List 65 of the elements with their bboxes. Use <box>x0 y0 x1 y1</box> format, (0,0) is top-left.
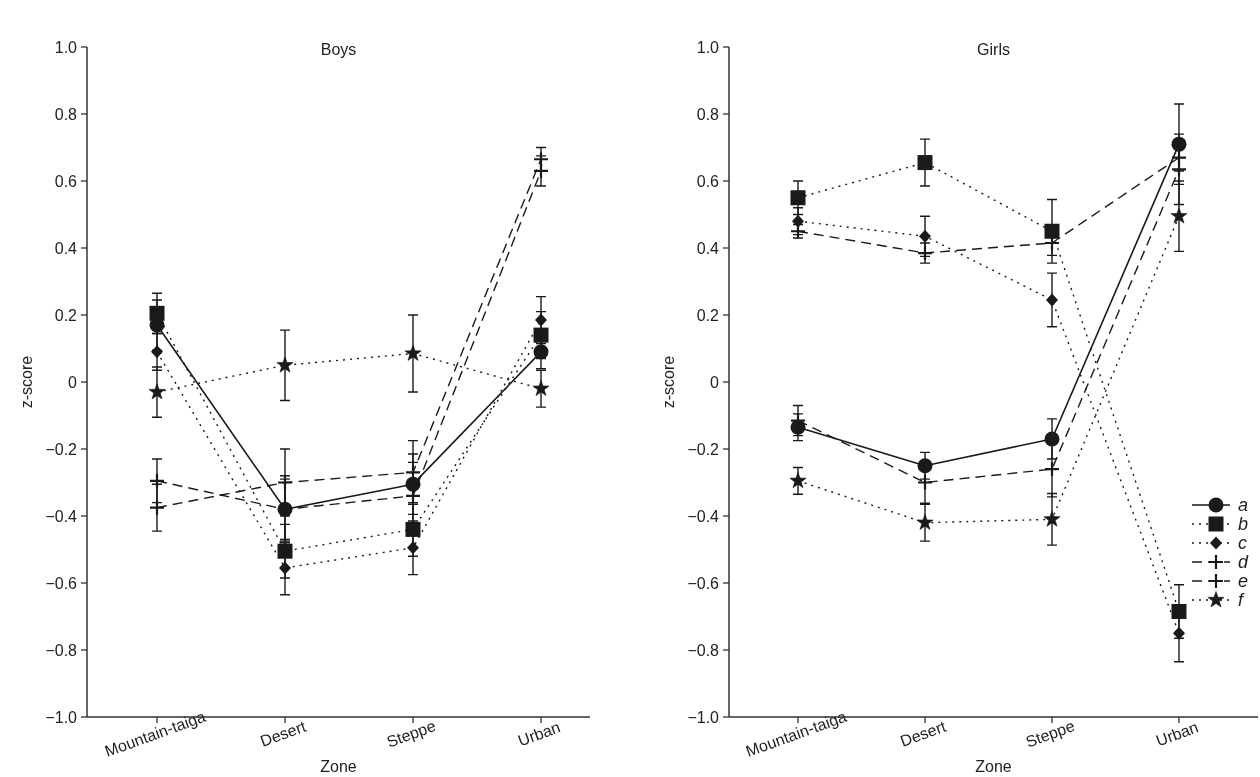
point <box>1170 161 1188 178</box>
x-axis-title: Zone <box>975 758 1012 775</box>
x-tick-label: Steppe <box>384 717 438 751</box>
y-axis-title: z-score <box>660 355 677 409</box>
y-tick-label: −0.8 <box>45 642 78 659</box>
point <box>151 345 163 359</box>
y-tick-label: −0.8 <box>687 642 720 659</box>
y-tick-label: 0 <box>68 374 78 391</box>
y-tick-label: 0.2 <box>696 307 720 324</box>
point <box>149 305 165 321</box>
legend-label: c <box>1238 533 1247 553</box>
x-tick-label: Steppe <box>1023 717 1077 751</box>
legend-label: f <box>1238 590 1245 610</box>
legend-label: e <box>1238 571 1249 591</box>
point <box>919 229 931 243</box>
point <box>916 474 934 491</box>
point <box>276 474 294 491</box>
y-tick-label: −0.2 <box>45 441 78 458</box>
point <box>1046 293 1058 307</box>
point <box>532 151 550 168</box>
y-axis-title: z-score <box>18 355 35 409</box>
y-tick-label: −0.6 <box>45 575 78 592</box>
x-axis-title: Zone <box>320 758 357 775</box>
point <box>790 190 806 206</box>
point <box>279 561 291 575</box>
x-tick-label: Urban <box>515 718 563 750</box>
point <box>789 472 807 488</box>
y-tick-label: −0.4 <box>687 508 720 525</box>
point <box>916 513 934 530</box>
y-tick-label: 0.4 <box>54 240 78 257</box>
point <box>792 214 804 228</box>
y-tick-label: 1.0 <box>54 39 78 56</box>
y-tick-label: −0.2 <box>687 441 720 458</box>
y-tick-label: 0.2 <box>54 307 78 324</box>
x-tick-label: Desert <box>258 717 309 750</box>
point <box>1043 461 1061 478</box>
y-tick-label: −0.4 <box>45 508 78 525</box>
y-tick-label: 0.4 <box>696 240 720 257</box>
point <box>148 383 166 400</box>
point <box>535 313 547 327</box>
y-tick-label: 1.0 <box>696 39 720 56</box>
point <box>276 356 294 373</box>
y-tick-label: 0.6 <box>54 173 78 190</box>
y-tick-label: 0.8 <box>696 106 720 123</box>
legend-label: a <box>1238 495 1249 515</box>
chart-title: Girls <box>977 41 1010 58</box>
point <box>1043 510 1061 527</box>
point <box>407 541 419 555</box>
y-tick-label: −0.6 <box>687 575 720 592</box>
point <box>532 379 550 396</box>
legend-label: b <box>1238 514 1249 534</box>
point <box>404 344 422 361</box>
y-tick-label: −1.0 <box>687 709 720 726</box>
y-tick-label: 0.6 <box>696 173 720 190</box>
point <box>1170 207 1188 224</box>
point <box>917 155 933 171</box>
chart-title: Boys <box>320 41 357 58</box>
x-tick-label: Urban <box>1153 718 1201 750</box>
y-tick-label: 0.8 <box>54 106 78 123</box>
y-tick-label: −1.0 <box>45 709 78 726</box>
point <box>148 499 166 516</box>
point <box>1173 626 1185 640</box>
y-tick-label: 0 <box>710 374 720 391</box>
legend-label: d <box>1238 552 1249 572</box>
x-tick-label: Desert <box>898 717 949 750</box>
